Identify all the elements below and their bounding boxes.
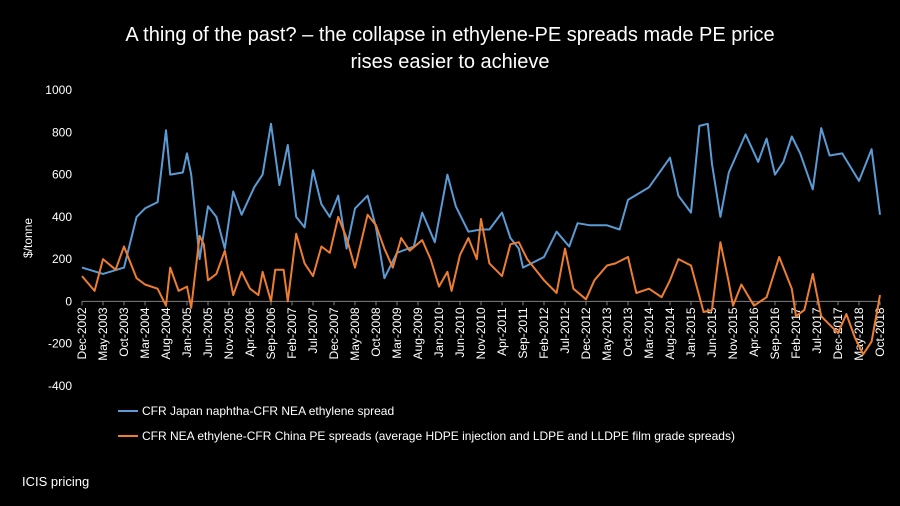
y-tick-label: 800 xyxy=(52,125,72,139)
source-note: ICIS pricing xyxy=(22,474,89,489)
x-tick-label: May-2013 xyxy=(600,307,614,361)
x-tick-label: Jun-2015 xyxy=(705,307,719,357)
y-tick-label: 200 xyxy=(52,252,72,266)
series-lines xyxy=(81,122,881,356)
y-tick-label: -400 xyxy=(48,379,72,393)
series-line-japan-naphtha-ethylene xyxy=(81,122,881,280)
chart-title: A thing of the past? – the collapse in e… xyxy=(125,24,774,46)
x-tick-label: Dec-2002 xyxy=(75,307,89,359)
x-tick-label: Nov-2010 xyxy=(474,307,488,359)
x-tick-label: Jul-2007 xyxy=(306,307,320,353)
x-tick-label: Jan-2010 xyxy=(432,307,446,357)
x-tick-label: Feb-2007 xyxy=(285,307,299,359)
x-tick-label: Oct-2008 xyxy=(369,307,383,357)
x-tick-label: Nov-2005 xyxy=(222,307,236,359)
x-tick-label: Aug-2014 xyxy=(663,307,677,359)
x-tick-label: Jun-2005 xyxy=(201,307,215,357)
y-tick-label: -200 xyxy=(48,337,72,351)
y-axis-title: $/tonne xyxy=(21,218,35,258)
y-tick-label: 400 xyxy=(52,210,72,224)
x-axis: Dec-2002 May-2003 Oct-2003 Mar-2004 Aug-2004… xyxy=(75,301,887,361)
x-tick-label: Sep-2011 xyxy=(516,307,530,358)
x-tick-label: Oct-2018 xyxy=(873,307,887,357)
x-tick-label: May-2018 xyxy=(852,307,866,361)
x-tick-label: Jan-2015 xyxy=(684,307,698,357)
chart-subtitle: rises easier to achieve xyxy=(351,51,550,73)
x-tick-label: May-2008 xyxy=(348,307,362,361)
x-tick-label: Sep-2016 xyxy=(768,307,782,359)
x-tick-label: Dec-2007 xyxy=(327,307,341,359)
y-tick-label: 600 xyxy=(52,168,72,182)
x-tick-label: Jan-2005 xyxy=(180,307,194,357)
x-tick-label: Mar-2009 xyxy=(390,307,404,359)
y-tick-label: 1000 xyxy=(45,83,72,97)
legend: CFR Japan naphtha-CFR NEA ethylene sprea… xyxy=(118,404,735,443)
x-tick-label: Apr-2016 xyxy=(747,307,761,357)
x-tick-label: Oct-2013 xyxy=(621,307,635,357)
x-tick-label: Aug-2009 xyxy=(411,307,425,359)
y-tick-label: 0 xyxy=(65,294,72,308)
x-tick-label: Apr-2006 xyxy=(243,307,257,357)
x-tick-label: Jul-2012 xyxy=(558,307,572,353)
x-tick-label: Jul-2017 xyxy=(810,307,824,353)
x-tick-label: Oct-2003 xyxy=(117,307,131,357)
x-tick-label: Mar-2014 xyxy=(642,307,656,359)
x-tick-label: Nov-2015 xyxy=(726,307,740,359)
y-axis: -400 -200 0 200 400 600 800 1000 xyxy=(45,83,72,393)
legend-label-nea-ethylene-china-pe: CFR NEA ethylene-CFR China PE spreads (a… xyxy=(142,429,735,443)
x-tick-label: Mar-2004 xyxy=(138,307,152,359)
x-tick-label: Jun-2010 xyxy=(453,307,467,357)
legend-label-japan-naphtha-ethylene: CFR Japan naphtha-CFR NEA ethylene sprea… xyxy=(142,404,394,418)
x-tick-label: Apr-2011 xyxy=(495,307,509,356)
x-tick-label: Aug-2004 xyxy=(159,307,173,359)
x-tick-label: Dec-2012 xyxy=(579,307,593,359)
series-line-nea-ethylene-china-pe xyxy=(81,213,881,356)
x-tick-label: Sep-2006 xyxy=(264,307,278,359)
x-tick-label: May-2003 xyxy=(96,307,110,361)
x-tick-label: Feb-2012 xyxy=(537,307,551,359)
x-tick-label: Feb-2017 xyxy=(789,307,803,359)
